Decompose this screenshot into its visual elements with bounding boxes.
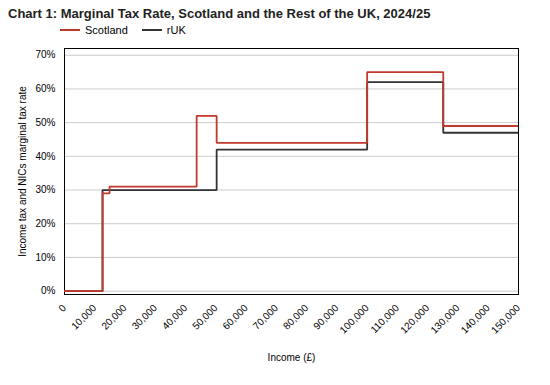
svg-text:0%: 0% [41, 285, 56, 296]
svg-text:50%: 50% [35, 117, 55, 128]
svg-text:50,000: 50,000 [190, 302, 220, 332]
svg-text:0: 0 [56, 302, 68, 314]
svg-text:90,000: 90,000 [311, 302, 341, 332]
html-text:rUK: rUK [166, 24, 186, 36]
svg-text:100,000: 100,000 [337, 302, 371, 336]
svg-text:80,000: 80,000 [281, 302, 311, 332]
svg-text:150,000: 150,000 [489, 302, 523, 336]
svg-text:10,000: 10,000 [69, 302, 99, 332]
svg-text:Income (£): Income (£) [268, 352, 316, 363]
svg-text:140,000: 140,000 [459, 302, 493, 336]
svg-text:120,000: 120,000 [398, 302, 432, 336]
svg-text:20,000: 20,000 [99, 302, 129, 332]
svg-text:130,000: 130,000 [428, 302, 462, 336]
svg-text:70%: 70% [35, 49, 55, 60]
svg-text:10%: 10% [35, 252, 55, 263]
html-text:Chart 1: Marginal Tax Rate, Sc: Chart 1: Marginal Tax Rate, Scotland and… [8, 6, 431, 21]
svg-text:30,000: 30,000 [130, 302, 160, 332]
svg-text:60,000: 60,000 [220, 302, 250, 332]
svg-text:40,000: 40,000 [160, 302, 190, 332]
svg-text:110,000: 110,000 [368, 302, 401, 335]
svg-text:70,000: 70,000 [251, 302, 281, 332]
svg-text:30%: 30% [35, 184, 55, 195]
svg-text:60%: 60% [35, 83, 55, 94]
svg-text:40%: 40% [35, 151, 55, 162]
svg-text:Income tax and NICs marginal t: Income tax and NICs marginal tax rate [17, 86, 28, 257]
html-text:Scotland: Scotland [85, 24, 128, 36]
svg-text:20%: 20% [35, 218, 55, 229]
